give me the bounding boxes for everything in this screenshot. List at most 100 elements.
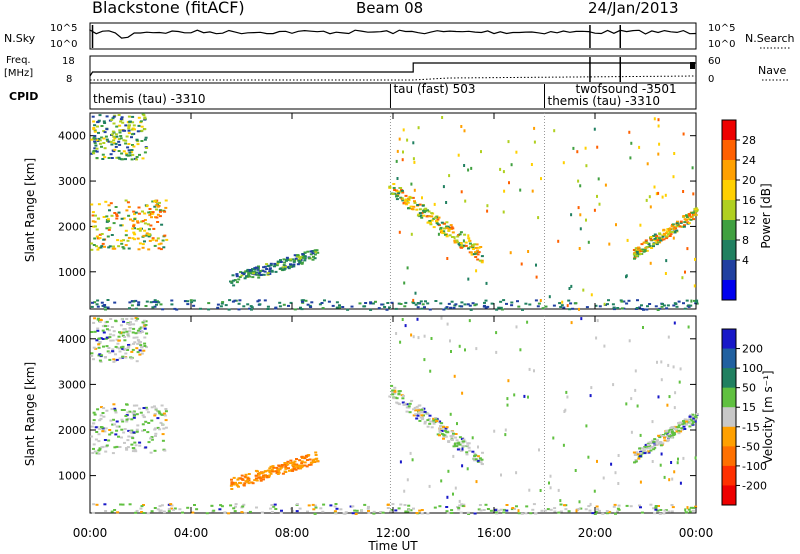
scatter-cell (420, 509, 424, 511)
scatter-cell (255, 506, 258, 509)
scatter-cell (362, 305, 366, 308)
scatter-cell (591, 512, 595, 515)
scatter-cell (655, 236, 659, 239)
nsky-line (89, 28, 697, 39)
scatter-cell (141, 243, 145, 246)
noise-cell (617, 454, 620, 457)
scatter-cell (253, 268, 257, 271)
scatter-cell (671, 426, 675, 429)
scatter-cell (140, 140, 144, 142)
scatter-cell (230, 488, 234, 490)
scatter-cell (125, 330, 129, 333)
scatter-cell (659, 509, 663, 511)
x-tick-label: 12:00 (376, 526, 411, 540)
scatter-cell (683, 428, 687, 430)
scatter-cell (423, 422, 427, 425)
scatter-cell (687, 218, 691, 221)
scatter-cell (108, 336, 112, 339)
scatter-cell (683, 307, 687, 310)
scatter-cell (471, 302, 475, 305)
date-title: 24/Jan/2013 (588, 0, 679, 17)
noise-cell (517, 509, 520, 513)
scatter-cell (304, 299, 308, 302)
scatter-cell (140, 220, 144, 223)
scatter-cell (100, 301, 104, 304)
scatter-cell (319, 507, 323, 510)
scatter-cell (665, 235, 668, 238)
scatter-cell (274, 470, 278, 473)
scatter-cell (132, 414, 136, 417)
scatter-cell (386, 503, 390, 506)
scatter-cell (667, 433, 671, 436)
scatter-cell (135, 404, 139, 407)
noise-cell (396, 177, 399, 180)
scatter-cell (132, 145, 136, 148)
scatter-cell (108, 351, 112, 354)
scatter-cell (92, 120, 96, 123)
scatter-cell (90, 352, 94, 355)
scatter-cell (157, 410, 161, 413)
scatter-cell (409, 509, 413, 512)
scatter-cell (668, 227, 672, 230)
scatter-cell (172, 508, 175, 511)
noise-cell (690, 299, 693, 303)
scatter-cell (120, 409, 124, 411)
cpid-segment-label: themis (tau) -3310 (93, 92, 206, 106)
noise-cell (506, 403, 509, 407)
scatter-cell (158, 201, 161, 204)
noise-cell (519, 348, 522, 352)
scatter-cell (192, 299, 196, 302)
scatter-cell (442, 433, 446, 436)
scatter-cell (277, 471, 281, 474)
scatter-cell (283, 267, 287, 270)
scatter-cell (571, 307, 575, 310)
scatter-cell (327, 300, 331, 303)
scatter-cell (140, 505, 144, 508)
scatter-cell (247, 273, 251, 276)
noise-cell (461, 447, 464, 451)
scatter-cell (632, 253, 636, 256)
scatter-cell (399, 503, 403, 506)
scatter-cell (92, 411, 96, 414)
scatter-cell (98, 237, 102, 240)
noise-cell (634, 369, 637, 373)
scatter-cell (133, 441, 137, 444)
scatter-cell (135, 509, 139, 512)
scatter-cell (279, 259, 282, 262)
scatter-cell (395, 195, 399, 197)
scatter-cell (144, 320, 148, 323)
scatter-cell (320, 302, 324, 304)
scatter-cell (451, 231, 455, 234)
noise-cell (676, 461, 679, 465)
scatter-cell (143, 212, 147, 215)
scatter-cell (106, 235, 110, 238)
scatter-cell (103, 430, 107, 433)
colorbar-tick-label: -50 (742, 440, 760, 453)
scatter-cell (315, 457, 319, 460)
scatter-cell (112, 245, 115, 248)
scatter-cell (132, 300, 136, 303)
scatter-cell (543, 509, 547, 512)
scatter-cell (275, 264, 279, 267)
noise-cell (684, 270, 686, 274)
scatter-cell (541, 307, 545, 310)
scatter-cell (447, 229, 451, 232)
nave-bottom-tick: 0 (708, 74, 714, 85)
noise-cell (448, 174, 451, 178)
scatter-cell (160, 504, 164, 507)
scatter-cell (689, 414, 692, 417)
scatter-cell (418, 410, 422, 413)
scatter-cell (114, 353, 117, 356)
scatter-cell (131, 144, 134, 146)
scatter-cell (683, 421, 687, 424)
scatter-cell (445, 426, 449, 429)
scatter-cell (304, 454, 308, 457)
scatter-cell (106, 350, 110, 353)
scatter-cell (279, 511, 283, 514)
scatter-cell (433, 216, 437, 219)
scatter-cell (156, 237, 160, 240)
scatter-cell (116, 239, 120, 242)
scatter-cell (314, 454, 318, 456)
scatter-cell (100, 354, 104, 357)
